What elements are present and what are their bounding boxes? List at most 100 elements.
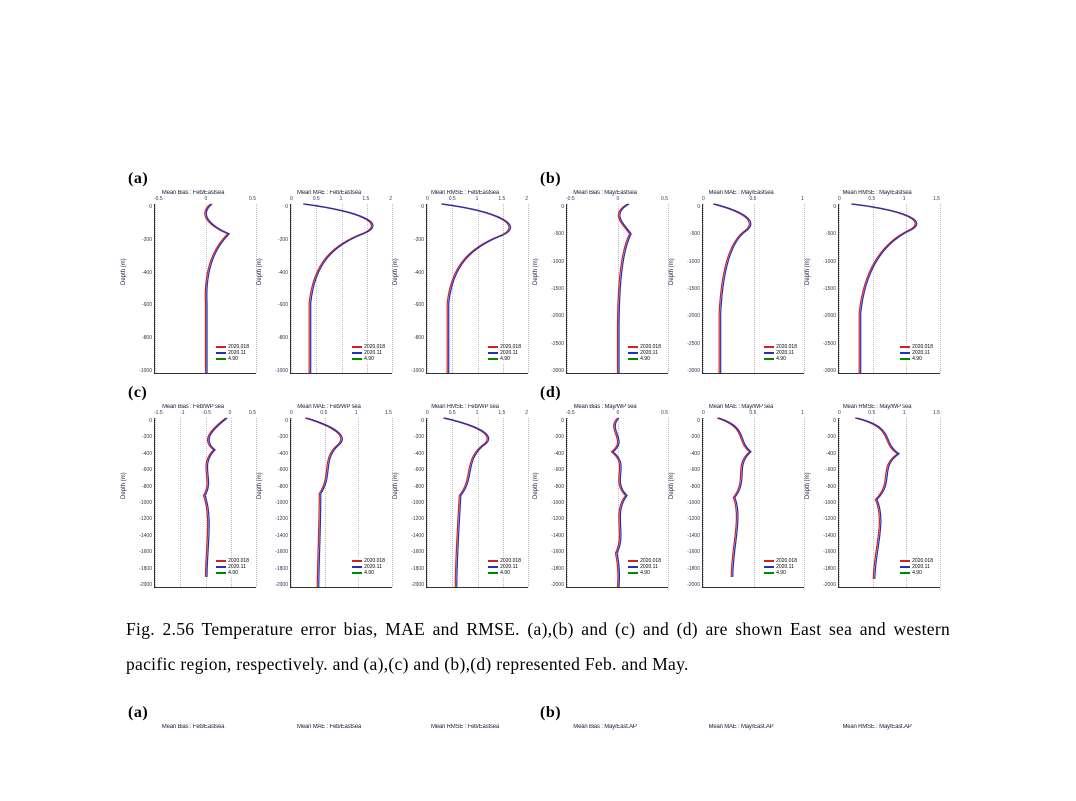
x-tick: 1 <box>476 196 479 202</box>
grid-line <box>940 418 941 587</box>
y-tick: -1400 <box>542 533 564 539</box>
x-tick: 0 <box>426 196 429 202</box>
series-line <box>857 418 899 579</box>
y-tick: -400 <box>402 270 424 276</box>
legend-swatch <box>764 566 774 568</box>
y-tick: -1000 <box>402 368 424 374</box>
y-axis-label: Depth (m) <box>257 258 263 285</box>
x-ticks: -0.500.5 <box>154 196 256 202</box>
legend-label: 4.90 <box>912 570 922 576</box>
x-tick: 0.5 <box>313 196 320 202</box>
y-tick: -200 <box>130 237 152 243</box>
legend-item: 4.90 <box>488 356 521 362</box>
y-tick: -1200 <box>130 516 152 522</box>
legend-swatch <box>900 572 910 574</box>
y-tick: -1200 <box>266 516 288 522</box>
y-tick: 0 <box>542 204 564 210</box>
x-tick: 2 <box>525 410 528 416</box>
legend-label: 4.90 <box>364 570 374 576</box>
series-line <box>305 418 341 587</box>
plot-area: 2020.0182020.114.90 <box>702 204 804 374</box>
y-tick: -1000 <box>266 368 288 374</box>
group-label-b2: (b) <box>540 704 946 722</box>
y-tick: -3000 <box>542 368 564 374</box>
y-tick: -1000 <box>130 500 152 506</box>
y-tick: -1400 <box>402 533 424 539</box>
y-tick: -800 <box>266 484 288 490</box>
group-label-b: (b) <box>540 170 946 188</box>
legend: 2020.0182020.114.90 <box>763 557 798 577</box>
y-tick: -1400 <box>678 533 700 539</box>
chart-panel: Mean RMSE : Feb/Eastsea00.511.520-200-40… <box>398 190 532 380</box>
x-tick: 0 <box>702 196 705 202</box>
y-tick: -800 <box>130 484 152 490</box>
y-tick: -1800 <box>266 566 288 572</box>
x-tick: 0 <box>616 196 619 202</box>
legend-swatch <box>900 352 910 354</box>
x-ticks: -0.500.5 <box>566 410 668 416</box>
x-tick: 1 <box>903 196 906 202</box>
grid-line <box>940 204 941 373</box>
x-ticks: 00.511.5 <box>838 196 940 202</box>
legend: 2020.0182020.114.90 <box>899 557 934 577</box>
grid-line <box>392 418 393 587</box>
legend-swatch <box>628 566 638 568</box>
plot-area: 2020.0182020.114.90 <box>702 418 804 588</box>
y-tick: -600 <box>542 467 564 473</box>
chart-panel-cut: Mean Bias : Feb/Eastsea <box>126 724 260 738</box>
x-tick: -0.5 <box>566 410 575 416</box>
y-tick: -2000 <box>814 582 836 588</box>
y-tick: -400 <box>266 451 288 457</box>
figure-row-2: (c) Mean Bias : Feb/WP sea-1.5-1-0.500.5… <box>126 384 950 594</box>
y-tick: -600 <box>678 467 700 473</box>
y-tick: -400 <box>542 451 564 457</box>
x-tick: 1.5 <box>498 410 505 416</box>
series-line <box>719 418 751 577</box>
legend-label: 4.90 <box>912 356 922 362</box>
legend-swatch <box>628 346 638 348</box>
y-tick: -2500 <box>678 341 700 347</box>
legend: 2020.0182020.114.90 <box>627 557 662 577</box>
y-tick: -2000 <box>266 582 288 588</box>
y-tick: -800 <box>130 335 152 341</box>
y-tick: -400 <box>130 451 152 457</box>
y-tick: 0 <box>130 418 152 424</box>
group-c: (c) Mean Bias : Feb/WP sea-1.5-1-0.500.5… <box>126 384 534 594</box>
group-label-c: (c) <box>128 384 534 402</box>
legend-label: 4.90 <box>500 570 510 576</box>
legend-item: 4.90 <box>764 570 797 576</box>
legend-swatch <box>628 572 638 574</box>
y-tick: -1000 <box>130 368 152 374</box>
x-tick: -0.5 <box>154 196 163 202</box>
y-tick: -800 <box>542 484 564 490</box>
y-tick: -1800 <box>678 566 700 572</box>
chart-panel: Mean RMSE : May/Eastsea00.511.50-500-100… <box>810 190 944 380</box>
legend: 2020.0182020.114.90 <box>899 343 934 363</box>
x-tick: 1.5 <box>385 410 392 416</box>
y-tick: -1000 <box>814 500 836 506</box>
chart-panel-cut: Mean MAE : Feb/Eastsea <box>262 724 396 738</box>
y-tick: -400 <box>678 451 700 457</box>
y-tick: 0 <box>402 204 424 210</box>
legend: 2020.0182020.114.90 <box>627 343 662 363</box>
panel-title: Mean RMSE : Feb/Eastsea <box>398 724 532 730</box>
y-tick: -1600 <box>402 549 424 555</box>
y-ticks: 0-200-400-600-800-1000 <box>402 204 424 374</box>
y-tick: -1000 <box>542 259 564 265</box>
legend: 2020.0182020.114.90 <box>351 557 386 577</box>
legend-swatch <box>216 566 226 568</box>
x-tick: 0.5 <box>868 410 875 416</box>
x-tick: 0.5 <box>449 410 456 416</box>
chart-panel: Mean MAE : May/Eastsea00.510-500-1000-15… <box>674 190 808 380</box>
legend-swatch <box>764 572 774 574</box>
y-ticks: 0-500-1000-1500-2000-2500-3000 <box>678 204 700 374</box>
grid-line <box>528 204 529 373</box>
series-line <box>203 418 225 577</box>
x-tick: 0 <box>426 410 429 416</box>
y-tick: -1600 <box>678 549 700 555</box>
y-tick: 0 <box>402 418 424 424</box>
x-tick: -0.5 <box>566 196 575 202</box>
y-tick: -800 <box>402 484 424 490</box>
y-axis-label: Depth (m) <box>805 258 811 285</box>
legend-swatch <box>628 560 638 562</box>
